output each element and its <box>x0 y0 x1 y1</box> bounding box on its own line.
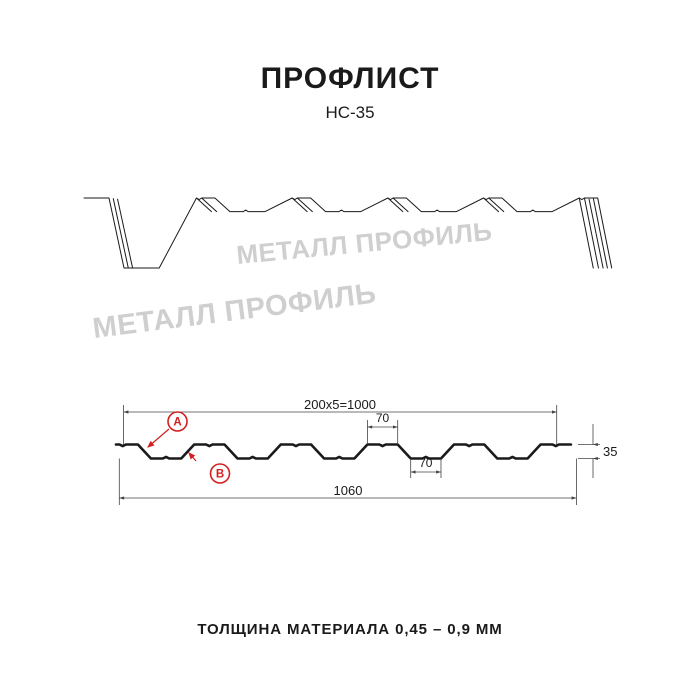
svg-text:1060: 1060 <box>334 483 363 498</box>
svg-text:70: 70 <box>376 411 390 425</box>
svg-text:70: 70 <box>419 456 433 470</box>
svg-text:A: A <box>173 417 181 429</box>
svg-text:35: 35 <box>603 444 617 459</box>
svg-text:B: B <box>216 469 224 481</box>
svg-text:200x5=1000: 200x5=1000 <box>304 397 376 412</box>
